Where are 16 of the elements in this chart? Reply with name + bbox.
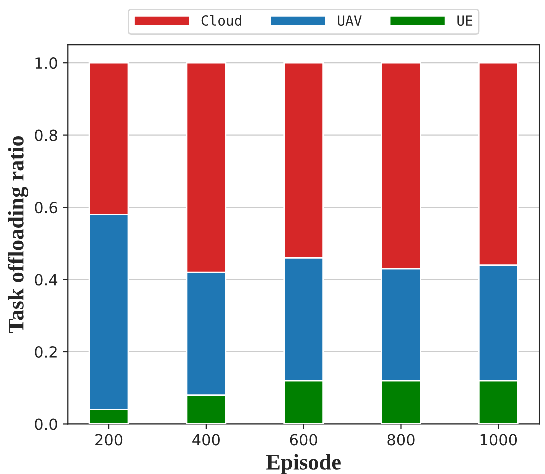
y-tick-label: 0.2 <box>35 346 57 358</box>
legend-label: Cloud <box>202 15 242 26</box>
x-tick-label: 400 <box>192 434 220 446</box>
x-tick-label: 200 <box>96 434 123 446</box>
y-tick-label: 0.6 <box>35 202 58 214</box>
y-axis-title: Task offloading ratio <box>8 136 29 334</box>
x-tick-label: 1000 <box>480 434 518 446</box>
x-tick-label: 600 <box>290 434 318 446</box>
legend-label: UE <box>458 16 473 26</box>
x-tick-label: 800 <box>388 434 415 446</box>
y-tick-label: 0.8 <box>35 130 58 142</box>
y-tick-label: 1.0 <box>36 58 58 70</box>
y-tick-label: 0.0 <box>35 418 58 430</box>
x-axis-title: Episode <box>266 454 341 474</box>
legend-label: UAV <box>338 16 362 26</box>
y-tick-label: 0.4 <box>35 274 58 286</box>
